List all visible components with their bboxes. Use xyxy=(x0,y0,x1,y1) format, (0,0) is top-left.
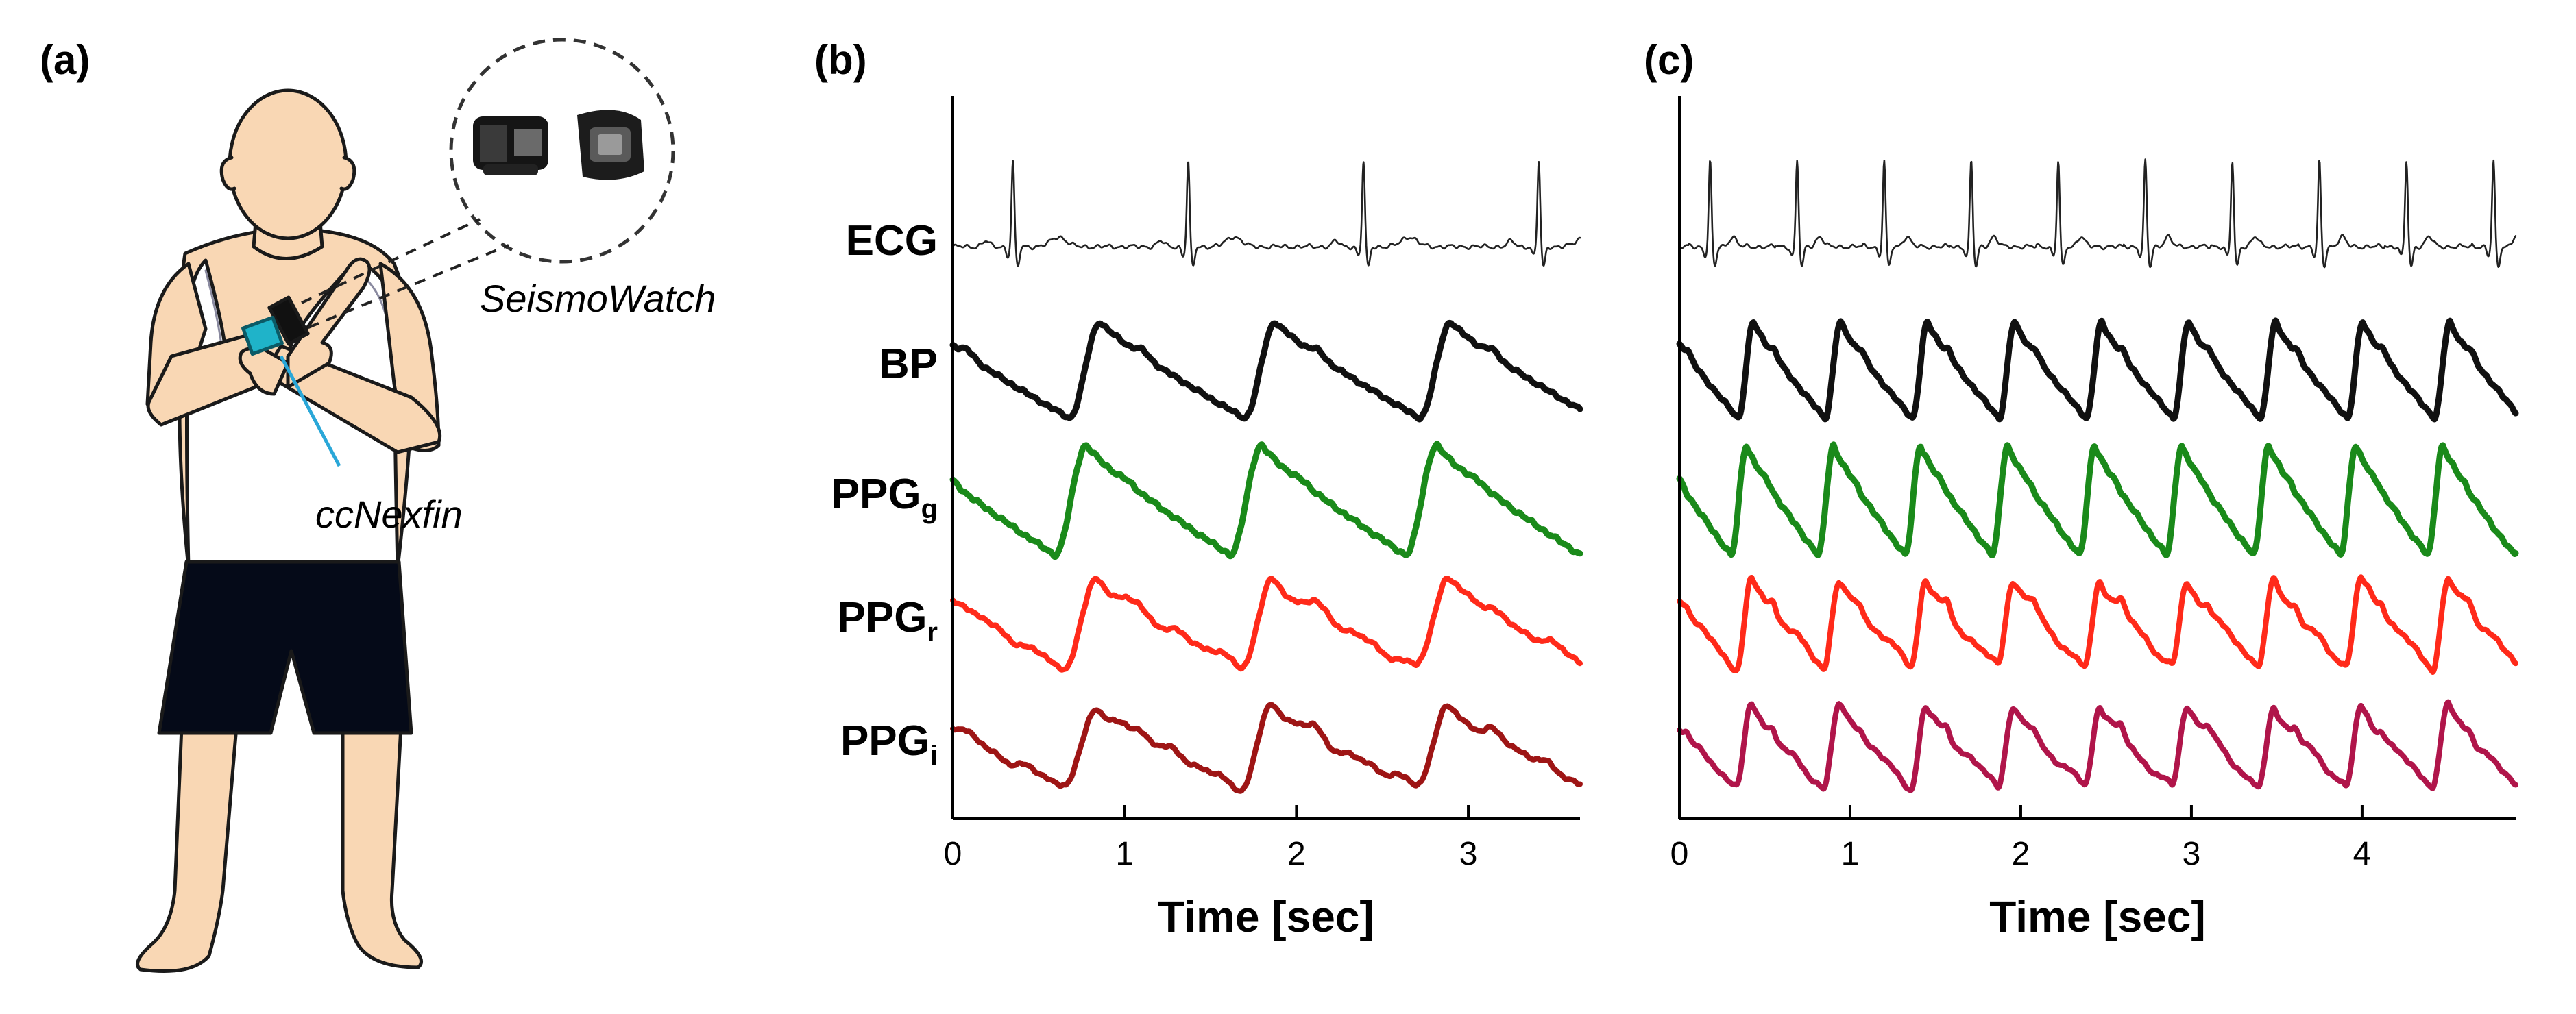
ccnexfin-sensor xyxy=(241,315,284,356)
panel-label-b: (b) xyxy=(814,37,867,83)
ear-right xyxy=(339,156,356,191)
watch-photo-back-icon xyxy=(577,110,644,180)
panel-label-a: (a) xyxy=(40,37,90,83)
traces-b xyxy=(949,160,1583,794)
x-axis-title-b: Time [sec] xyxy=(1158,892,1374,941)
signal-label-1: BP xyxy=(879,341,938,388)
head xyxy=(228,88,348,240)
signal-label-4: PPGi xyxy=(840,717,938,771)
x-tick-label-c-1: 1 xyxy=(1841,836,1860,872)
x-ticks-b: 0 1 2 3 xyxy=(944,805,1478,872)
seismowatch-callout: SeismoWatch xyxy=(480,277,716,320)
x-ticks-c: 0 1 2 3 4 xyxy=(1670,805,2372,872)
person-illustration xyxy=(136,88,442,973)
arm-right-upper xyxy=(378,262,441,452)
x-tick-label-b-1: 1 xyxy=(1115,836,1134,872)
ear-left xyxy=(219,156,236,191)
left-leg xyxy=(136,724,239,973)
trace-bp-c xyxy=(1676,317,2519,423)
ccnexfin-callout: ccNexfin xyxy=(315,493,463,536)
trace-ppgg-b xyxy=(949,441,1583,560)
trace-ppgi-b xyxy=(950,702,1583,794)
device-zoom-inset xyxy=(301,38,675,329)
trace-ppgi-c xyxy=(1677,699,2518,793)
signal-label-0: ECG xyxy=(846,217,938,264)
zoom-line-bottom xyxy=(308,244,509,329)
x-tick-label-b-2: 2 xyxy=(1287,836,1306,872)
x-tick-label-c-4: 4 xyxy=(2353,836,2372,872)
zoom-circle xyxy=(449,38,675,264)
right-leg xyxy=(341,724,423,969)
signal-label-3: PPGr xyxy=(837,594,938,647)
raised-hand xyxy=(286,257,372,389)
trace-ecg-c xyxy=(1678,158,2517,269)
trace-ppgr-c xyxy=(1677,574,2518,675)
signal-labels-b: ECG BP PPGg PPGr PPGi xyxy=(831,217,938,771)
x-tick-label-c-2: 2 xyxy=(2012,836,2030,872)
x-tick-label-b-0: 0 xyxy=(944,836,962,872)
watch-band xyxy=(267,295,310,346)
watch-photo-front-icon xyxy=(473,116,548,175)
signal-label-2: PPGg xyxy=(831,471,938,524)
x-tick-label-c-0: 0 xyxy=(1670,836,1689,872)
x-tick-label-c-3: 3 xyxy=(2183,836,2201,872)
ccnexfin-callout-line xyxy=(279,355,341,467)
trace-bp-b xyxy=(949,319,1583,423)
chart-panel-c: 0 1 2 3 4 Time [sec] xyxy=(1670,96,2519,941)
traces-c xyxy=(1676,158,2519,793)
panel-label-c: (c) xyxy=(1644,37,1694,83)
x-tick-label-b-3: 3 xyxy=(1459,836,1478,872)
zoom-line-top xyxy=(301,218,481,304)
shorts xyxy=(157,560,413,735)
trace-ppgg-c xyxy=(1676,441,2519,558)
trace-ecg-b xyxy=(951,160,1581,267)
trace-ppgr-b xyxy=(950,576,1583,673)
x-axis-title-c: Time [sec] xyxy=(1989,892,2205,941)
chart-panel-b: ECG BP PPGg PPGr PPGi 0 1 2 3 Time [sec] xyxy=(831,96,1583,941)
